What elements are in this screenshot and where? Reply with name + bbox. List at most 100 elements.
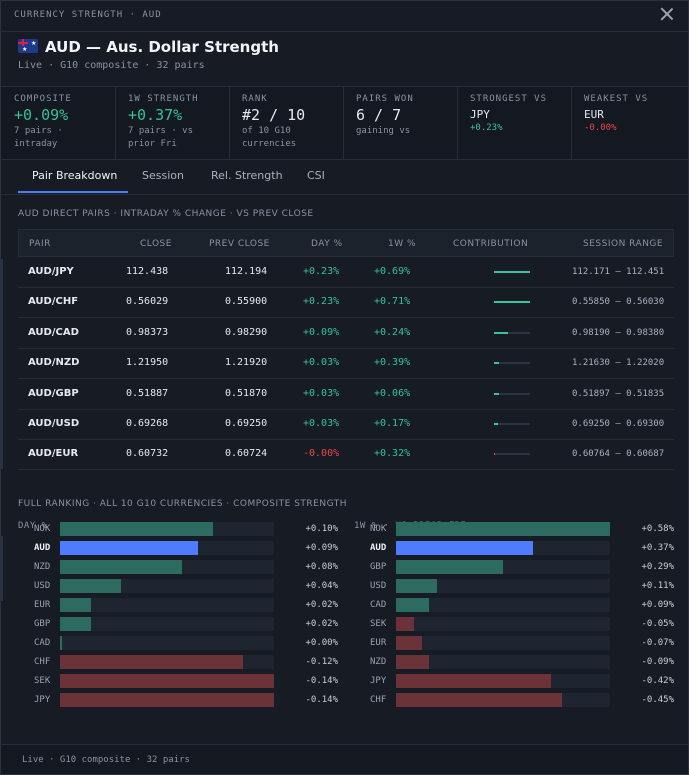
currency-code: NOK <box>370 524 387 534</box>
stat-value: EUR <box>584 108 604 121</box>
close-icon[interactable] <box>660 7 674 21</box>
strength-bar <box>396 598 430 612</box>
strength-track <box>396 636 610 650</box>
prev-close-value: 1.21920 <box>225 357 268 369</box>
tab-session[interactable]: Session <box>142 169 184 182</box>
strength-bar <box>396 693 563 707</box>
status-footer: Live · G10 composite · 32 pairs <box>1 744 688 774</box>
strength-track <box>396 674 610 688</box>
table-row[interactable]: AUD/USD 0.69268 0.69250 +0.03% +0.17% 0.69250… <box>18 409 674 440</box>
strength-track <box>60 560 274 574</box>
table-row[interactable]: AUD/EUR 0.60732 0.60724 -0.00% +0.32% 0.60764… <box>18 439 674 471</box>
strength-value: +0.04% <box>305 581 338 591</box>
strength-track <box>60 541 274 555</box>
ranking-day-label: DAY % <box>18 521 48 531</box>
stat-pairs-won: PAIRS WON 6 / 7 gaining vs <box>343 87 458 159</box>
strength-value: -0.42% <box>641 676 674 686</box>
session-range: 112.171 – 112.451 <box>572 267 665 277</box>
day-change: +0.03% <box>303 418 340 429</box>
table-row[interactable]: AUD/CAD 0.98373 0.98290 +0.09% +0.24% 0.98190… <box>18 318 674 349</box>
stat-label: RANK <box>242 94 268 104</box>
strength-value: +0.58% <box>641 524 674 534</box>
contribution-bar <box>494 453 530 456</box>
day-change: +0.03% <box>303 357 340 369</box>
contribution-fill <box>494 271 530 273</box>
ranking-day-chart: NOK +0.10% AUD +0.09% NZD +0.08% USD +0.04% EUR +… <box>18 520 338 725</box>
strength-track <box>396 655 610 669</box>
strength-track <box>396 522 610 536</box>
ranking-row: NZD +0.08% <box>18 558 338 577</box>
currency-code: USD <box>370 581 387 591</box>
table-header: PAIR CLOSE PREV CLOSE DAY % 1W % CONTRIB… <box>18 229 674 257</box>
strength-bar <box>396 636 422 650</box>
ranking-row: CAD +0.00% <box>18 634 338 653</box>
table-row[interactable]: AUD/GBP 0.51887 0.51870 +0.03% +0.06% 0.51897… <box>18 379 674 410</box>
strength-bar <box>396 617 415 631</box>
prev-close-value: 0.98290 <box>225 326 268 338</box>
pair-name: AUD/CAD <box>28 326 79 338</box>
contribution-fill <box>494 392 499 395</box>
ranking-row: CHF -0.12% <box>18 653 338 672</box>
strength-value: -0.12% <box>305 657 338 667</box>
strength-value: +0.02% <box>305 600 338 610</box>
week-change: +0.24% <box>374 326 411 338</box>
stat-value: 6 / 7 <box>356 106 402 124</box>
ranking-row: EUR -0.07% <box>354 634 674 653</box>
ranking-row: GBP +0.29% <box>354 558 674 577</box>
close-value: 0.98373 <box>126 326 169 338</box>
strength-track <box>60 693 274 707</box>
prev-close-value: 0.55900 <box>225 296 268 308</box>
footer-status-text: Live · G10 composite · 32 pairs <box>22 755 190 765</box>
session-range: 0.51897 – 0.51835 <box>572 388 665 399</box>
table-row[interactable]: AUD/NZD 1.21950 1.21920 +0.03% +0.39% 1.21630… <box>18 348 674 380</box>
ranking-row: AUD +0.09% <box>18 539 338 558</box>
ranking-row: NOK +0.10% <box>18 520 338 539</box>
strength-track <box>396 693 610 707</box>
strength-track <box>396 579 610 593</box>
col-contribution: CONTRIBUTION <box>453 239 529 249</box>
stat-detail: 7 pairs · intraday <box>14 126 63 149</box>
currency-code: EUR <box>34 600 51 610</box>
stat-label: PAIRS WON <box>356 94 414 104</box>
strength-bar <box>60 579 122 593</box>
pair-name: AUD/JPY <box>28 266 74 277</box>
tab-csi[interactable]: CSI <box>307 169 325 182</box>
stat-detail: +0.23% <box>470 123 503 133</box>
stat-label: COMPOSITE <box>14 94 72 104</box>
strength-value: -0.45% <box>641 695 674 705</box>
stat-value: +0.37% <box>128 106 183 124</box>
tab-pair-breakdown[interactable]: Pair Breakdown <box>32 169 118 182</box>
stat-1w-strength: 1W STRENGTH +0.37% 7 pairs · vs prior Fr… <box>115 87 230 159</box>
strength-value: -0.09% <box>641 657 674 667</box>
strength-value: +0.11% <box>641 581 674 591</box>
col-pair: PAIR <box>29 239 51 249</box>
currency-code: JPY <box>34 695 51 705</box>
currency-code: EUR <box>370 638 387 648</box>
strength-track <box>60 579 274 593</box>
ranking-row: USD +0.11% <box>354 577 674 596</box>
currency-code: NZD <box>34 562 51 572</box>
strength-track <box>60 617 274 631</box>
strength-bar <box>60 522 213 536</box>
close-value: 112.438 <box>126 266 169 277</box>
currency-code: CAD <box>370 600 387 610</box>
ranking-row: GBP +0.02% <box>18 615 338 634</box>
close-value: 0.51887 <box>126 387 169 399</box>
currency-code: GBP <box>34 619 51 629</box>
prev-close-value: 0.60724 <box>225 448 268 460</box>
ranking-week-chart: NOK +0.58% AUD +0.37% GBP +0.29% USD +0.11% CAD +… <box>354 520 674 725</box>
contribution-fill <box>494 331 509 334</box>
contribution-fill <box>494 423 498 425</box>
contribution-bar <box>494 423 530 425</box>
ranking-row: JPY -0.14% <box>18 691 338 710</box>
contribution-fill <box>494 362 499 365</box>
currency-code: USD <box>34 581 51 591</box>
contribution-bar <box>494 362 530 365</box>
table-row[interactable]: AUD/JPY 112.438 112.194 +0.23% +0.69% 112.171… <box>18 257 674 288</box>
stat-value: #2 / 10 <box>242 106 306 124</box>
window-title: CURRENCY STRENGTH · AUD <box>14 10 162 20</box>
tab-rel-strength[interactable]: Rel. Strength <box>211 169 283 182</box>
pair-name: AUD/EUR <box>28 448 79 460</box>
strength-track <box>396 598 610 612</box>
table-row[interactable]: AUD/CHF 0.56029 0.55900 +0.23% +0.71% 0.55850… <box>18 287 674 319</box>
